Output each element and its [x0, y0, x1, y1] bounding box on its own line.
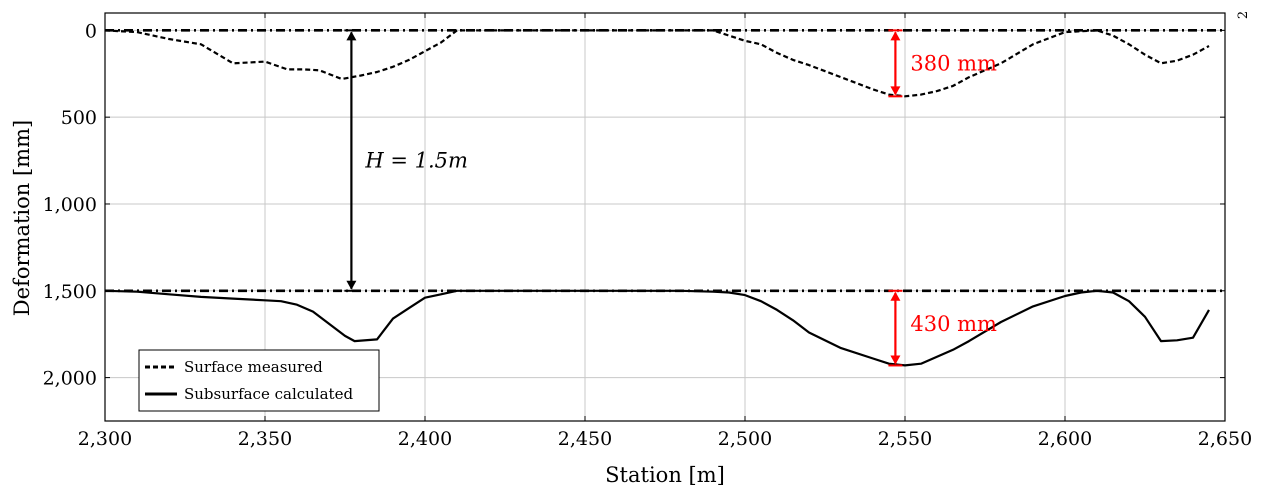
- plot-frame: [104, 12, 1226, 422]
- reference-lines: [105, 29, 1225, 293]
- legend-box: [138, 349, 380, 412]
- axis-ticks: [104, 13, 1226, 421]
- annotation-label: H = 1.5m: [364, 149, 468, 173]
- x-tick-label: 2,350: [238, 428, 292, 450]
- arrowhead: [890, 31, 901, 41]
- annotation-label: 380 mm: [910, 51, 997, 75]
- legend-label-subsurface: Subsurface calculated: [184, 385, 353, 403]
- arrowhead: [890, 355, 901, 365]
- arrowhead: [890, 86, 901, 96]
- series-subsurface-calculated: [104, 289, 1210, 367]
- y-axis-label: Deformation [mm]: [10, 120, 34, 316]
- y-tick-label: 0: [85, 20, 97, 42]
- series-lines: [104, 29, 1210, 367]
- x-tick-label: 2,300: [78, 428, 132, 450]
- x-tick-label: 2,400: [398, 428, 452, 450]
- dimension-annotation: 430 mm: [888, 289, 997, 367]
- arrowhead: [890, 291, 901, 301]
- x-tick-label: 2,450: [558, 428, 612, 450]
- page-number: 2: [1236, 11, 1251, 19]
- annotation-label: 430 mm: [910, 312, 997, 336]
- series-surface-measured: [104, 29, 1210, 98]
- dimension-annotation: H = 1.5m: [344, 29, 468, 292]
- tick-labels: 2,300 2,350 2,400 2,450 2,500 2,550 2,600 2,650…: [43, 20, 1253, 450]
- y-tick-label: 1,500: [43, 281, 97, 303]
- arrowhead: [346, 280, 357, 290]
- x-tick-label: 2,500: [718, 428, 772, 450]
- x-axis-label: Station [m]: [605, 463, 725, 487]
- dimension-annotation: 380 mm: [888, 29, 997, 98]
- x-tick-label: 2,650: [1198, 428, 1252, 450]
- y-tick-label: 2,000: [43, 368, 97, 390]
- annotations: 380 mm 430 mm H = 1.5m: [344, 29, 997, 367]
- y-tick-label: 500: [61, 107, 97, 129]
- arrowhead: [346, 31, 357, 41]
- legend: Surface measured Subsurface calculated: [138, 349, 380, 412]
- y-tick-label: 1,000: [43, 194, 97, 216]
- legend-label-surface: Surface measured: [184, 358, 323, 376]
- x-tick-label: 2,550: [878, 428, 932, 450]
- x-tick-label: 2,600: [1038, 428, 1092, 450]
